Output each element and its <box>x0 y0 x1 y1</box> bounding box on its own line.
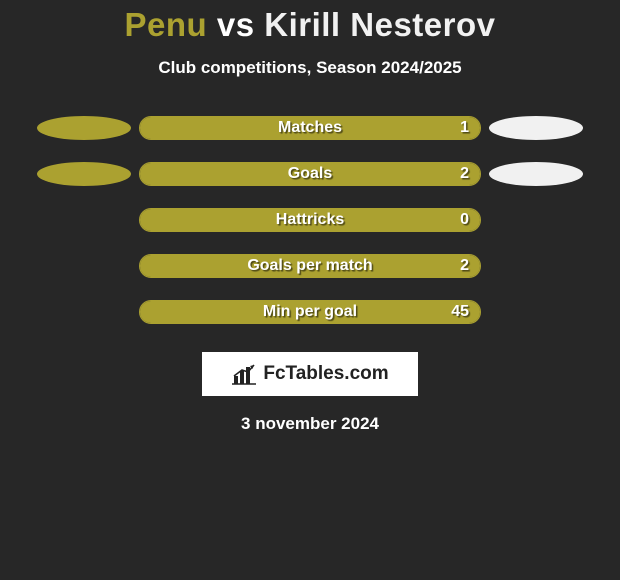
stat-row: Goals 2 <box>0 162 620 186</box>
stat-label: Hattricks <box>276 211 344 229</box>
stat-row: Min per goal 45 <box>0 300 620 324</box>
stat-label: Goals <box>288 165 332 183</box>
stat-right-value: 45 <box>451 303 469 321</box>
vs-separator: vs <box>217 6 255 43</box>
left-oval <box>37 162 131 186</box>
stat-bar: Matches 1 <box>139 116 481 140</box>
stat-row: Hattricks 0 <box>0 208 620 232</box>
right-oval <box>489 116 583 140</box>
bar-chart-icon <box>231 363 257 385</box>
oval-spacer <box>37 254 131 278</box>
oval-spacer <box>489 254 583 278</box>
oval-spacer <box>37 300 131 324</box>
stat-bar: Min per goal 45 <box>139 300 481 324</box>
oval-spacer <box>37 208 131 232</box>
stat-right-value: 1 <box>460 119 469 137</box>
right-oval <box>489 162 583 186</box>
stat-bar: Goals 2 <box>139 162 481 186</box>
stat-right-value: 2 <box>460 257 469 275</box>
oval-spacer <box>489 208 583 232</box>
stat-row: Goals per match 2 <box>0 254 620 278</box>
left-oval <box>37 116 131 140</box>
player-2-name: Kirill Nesterov <box>264 6 495 43</box>
stat-right-value: 2 <box>460 165 469 183</box>
stat-right-value: 0 <box>460 211 469 229</box>
page-title: Penu vs Kirill Nesterov <box>0 0 620 44</box>
stats-container: Matches 1 Goals 2 Hattricks 0 Goals per match 2… <box>0 116 620 324</box>
stat-label: Goals per match <box>247 257 372 275</box>
date-label: 3 november 2024 <box>0 414 620 434</box>
stat-bar: Goals per match 2 <box>139 254 481 278</box>
player-1-name: Penu <box>125 6 208 43</box>
stat-label: Matches <box>278 119 342 137</box>
logo-text: FcTables.com <box>263 363 388 385</box>
stat-row: Matches 1 <box>0 116 620 140</box>
logo-box: FcTables.com <box>202 352 418 396</box>
oval-spacer <box>489 300 583 324</box>
stat-bar: Hattricks 0 <box>139 208 481 232</box>
subtitle: Club competitions, Season 2024/2025 <box>0 58 620 78</box>
stat-label: Min per goal <box>263 303 357 321</box>
